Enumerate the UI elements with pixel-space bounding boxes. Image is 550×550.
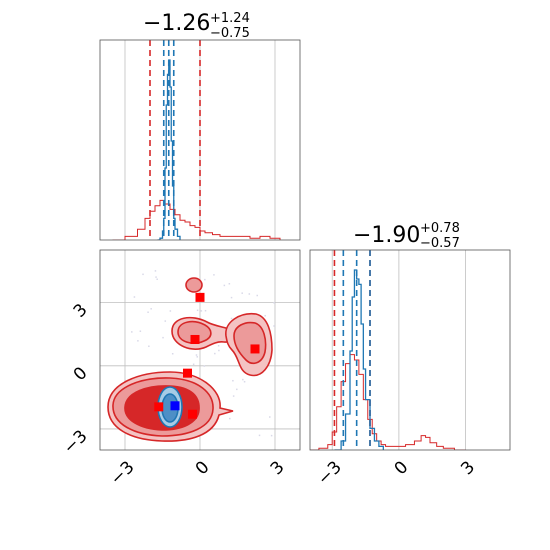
sample-point (131, 331, 133, 333)
sample-point (232, 395, 235, 397)
x-tick-labels: −3 0 3 (107, 457, 289, 489)
y-tick-label: −3 (60, 426, 92, 458)
sample-point (169, 310, 172, 312)
blue-histogram (334, 269, 384, 450)
sample-point (204, 309, 207, 312)
sample-point (196, 356, 198, 358)
sample-point (203, 365, 206, 367)
sample-point (217, 344, 220, 347)
sample-point (264, 314, 266, 317)
marginal-panel-param-1: −1.26 +1.24 −0.75 (99, 11, 301, 241)
panel-1-title-lower: −0.75 (210, 26, 250, 41)
quantile-lines (333, 250, 371, 450)
sample-point (192, 363, 195, 366)
sample-point (270, 434, 273, 437)
sample-point (195, 354, 198, 356)
red-density-top (185, 277, 203, 293)
sample-point (204, 278, 206, 281)
y-tick-labels: −3 0 3 (60, 300, 92, 458)
sample-point (230, 296, 233, 299)
sample-point (248, 293, 251, 295)
sample-point (228, 283, 231, 285)
red-marker (188, 409, 197, 419)
panel-1-title-upper: +1.24 (210, 11, 250, 26)
grid (331, 250, 466, 450)
sample-point (243, 380, 246, 383)
sample-point (139, 330, 142, 332)
sample-point (214, 352, 216, 355)
red-marker (154, 402, 164, 412)
sample-point (155, 276, 157, 278)
sample-point (171, 353, 174, 355)
panel-2-title: −1.90 (353, 223, 420, 248)
red-marker (190, 334, 200, 344)
sample-point (230, 317, 233, 320)
panel-2-title-lower: −0.57 (420, 236, 460, 251)
sample-point (148, 345, 150, 348)
sample-point (162, 336, 164, 339)
sample-point (196, 309, 199, 312)
sample-point (154, 270, 157, 272)
sample-point (147, 311, 149, 313)
sample-point (137, 340, 139, 342)
y-tick-label: 0 (70, 363, 92, 385)
sample-point (156, 278, 158, 281)
x-tick-labels: −3 0 3 (314, 457, 479, 489)
sample-point (133, 296, 136, 298)
sample-point (218, 349, 220, 352)
sample-point (256, 294, 258, 297)
panel-1-title-median: −1.26 (143, 11, 210, 36)
x-tick-label: −3 (107, 457, 139, 489)
joint-panel: −3 0 3 −3 0 3 (60, 249, 301, 489)
panel-2-title-median: −1.90 (353, 223, 420, 248)
sample-point (232, 379, 234, 382)
markers (154, 292, 260, 419)
blue-marker (170, 401, 180, 411)
axes-frame (310, 250, 510, 450)
quantile-lines (149, 40, 201, 240)
sample-point (229, 417, 231, 420)
sample-point (213, 274, 215, 276)
sample-point (241, 292, 243, 294)
marginal-panel-param-2: −3 0 3 −1.90 +0.78 −0.57 (309, 221, 511, 489)
x-tick-label: 3 (457, 457, 479, 479)
x-tick-label: 3 (267, 457, 289, 479)
sample-point (200, 310, 203, 312)
panel-2-title-upper: +0.78 (420, 221, 460, 236)
x-tick-label: −3 (314, 457, 346, 489)
sample-point (273, 325, 275, 327)
panel-1-title: −1.26 (143, 11, 210, 36)
red-marker (183, 368, 192, 378)
sample-point (236, 388, 238, 391)
sample-point (269, 416, 271, 418)
sample-point (142, 273, 144, 276)
red-marker (195, 292, 205, 302)
sample-point (258, 434, 261, 437)
red-marker (250, 344, 260, 354)
sample-point (150, 308, 152, 310)
x-tick-label: 0 (391, 457, 413, 479)
y-tick-label: 3 (70, 300, 92, 322)
red-density-middle (171, 316, 235, 350)
sample-point (164, 320, 167, 322)
sample-point (223, 284, 226, 287)
sample-point (242, 378, 244, 381)
x-tick-label: 0 (192, 457, 214, 479)
sample-point (273, 302, 275, 304)
